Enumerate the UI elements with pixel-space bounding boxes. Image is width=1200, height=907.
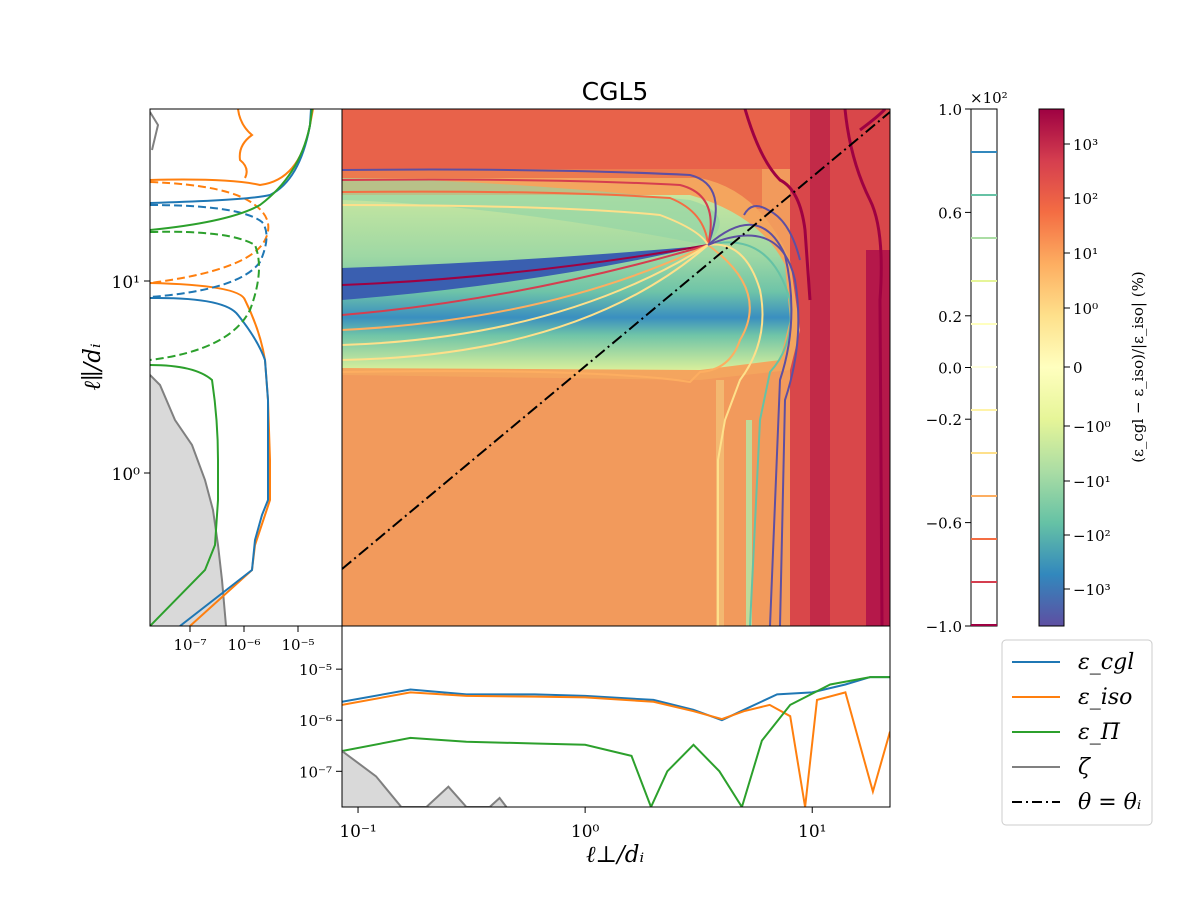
x-tick-label: 10⁻¹ [339, 822, 376, 842]
series-line [342, 750, 508, 807]
series-line [342, 691, 890, 807]
x-tick-label: 10⁻⁷ [173, 636, 206, 654]
x-tick-label: 10⁻⁵ [281, 636, 314, 654]
contour-line [707, 243, 764, 626]
x-axis-label: ℓ⊥/dᵢ [586, 842, 644, 868]
contour-line [342, 204, 709, 246]
contour-line [342, 168, 717, 246]
level-tick-label: 0.2 [938, 308, 962, 326]
theta-line [342, 111, 890, 570]
contour-line [743, 205, 801, 261]
left-pi-dashed [150, 230, 260, 361]
left-cgl-lower [150, 296, 269, 626]
left-zeta-line [150, 374, 227, 626]
y-tick-label: 10⁻⁷ [299, 763, 332, 781]
legend-label: ε_Π̄ [1078, 720, 1121, 745]
colorbar-tick-label: −10² [1073, 527, 1111, 545]
legend-label: ε_iso [1078, 685, 1132, 710]
y-tick-label: 10⁻⁵ [299, 661, 332, 679]
colorbar-tick-label: 10¹ [1073, 245, 1098, 263]
left-iso-top [237, 109, 254, 179]
legend-box [1001, 639, 1153, 826]
heatmap-right-stripe [810, 109, 830, 626]
heatmap-panel [342, 109, 890, 626]
contour-line [342, 244, 709, 331]
colorbar-tick-label: 10³ [1073, 136, 1098, 154]
left-pi-lower [150, 364, 219, 626]
level-scale-label: ×10² [970, 89, 1008, 107]
level-tick-label: 0.6 [938, 204, 962, 222]
ridge-line [743, 109, 812, 301]
level-tick-label: 0.0 [938, 360, 962, 378]
level-tick-label: −0.6 [926, 515, 962, 533]
contour-lines [342, 168, 801, 626]
ridge-line [859, 109, 887, 132]
x-tick-label: 10⁻⁶ [227, 636, 260, 654]
contour-line [707, 241, 792, 626]
colorbar-tick-label: 0 [1073, 359, 1083, 377]
colorbar-tick-label: −10¹ [1073, 473, 1111, 491]
level-tick-label: −0.2 [926, 411, 962, 429]
contour-line [342, 244, 709, 316]
legend: ε_cgl ε_iso ε_Π̄ ζ θ = θᵢ [1001, 639, 1153, 826]
x-tick-label: 10⁰ [571, 822, 600, 842]
left-cgl-dashed [150, 204, 268, 298]
heatmap-green-streak [746, 420, 752, 626]
legend-label: ε_cgl [1078, 650, 1134, 675]
contour-line [342, 244, 751, 384]
colorbar-tick-label: 10⁰ [1073, 300, 1098, 318]
ridge-line [843, 109, 884, 626]
contour-line [707, 234, 800, 626]
left-zeta-top [150, 111, 160, 151]
colorbar-gradient [1038, 108, 1065, 627]
level-tick-label: 1.0 [938, 101, 962, 119]
heatmap-edge-stripe [866, 250, 890, 626]
contour-line [342, 190, 709, 246]
bottom-frame [341, 625, 891, 808]
level-tick-label: −1.0 [926, 618, 962, 636]
colorbar-tick-label: 10² [1073, 190, 1098, 208]
colorbar-tick-label: −10³ [1073, 581, 1111, 599]
left-cgl-upper [150, 109, 312, 204]
colorbar-tick-label: −10⁰ [1073, 418, 1111, 436]
legend-label: θ = θᵢ [1078, 790, 1141, 815]
bottom-panel [342, 676, 890, 807]
heatmap-vertical-streak [716, 380, 724, 626]
legend-label: ζ [1078, 755, 1092, 780]
bottom-axes: 10⁻¹ 10⁰ 10¹ 10⁻⁷ 10⁻⁶ 10⁻⁵ [299, 661, 826, 842]
contour-line [342, 244, 709, 346]
colorbar: 10³ 10² 10¹ 10⁰ 0 −10⁰ −10¹ −10² −10³ (ε_cgl − ε… [1038, 108, 1147, 627]
colorbar-label: (ε_cgl − ε_iso)/|ε_iso| (%) [1129, 271, 1147, 462]
y-tick-label: 10¹ [112, 273, 140, 293]
series-line [342, 676, 890, 807]
left-x-axis: 10⁻⁷ 10⁻⁶ 10⁻⁵ [173, 626, 315, 654]
y-tick-label: 10⁻⁶ [299, 712, 332, 730]
left-panel [150, 109, 314, 626]
contour-line [342, 244, 709, 361]
left-y-axis: 10¹ 10⁰ ℓ∥/dᵢ [80, 273, 150, 485]
zeta-fill [342, 751, 507, 807]
left-iso-dashed [150, 181, 270, 284]
contour-line [342, 178, 712, 246]
ridge-lines [743, 109, 887, 626]
chart-title: CGL5 [582, 77, 649, 106]
x-tick-label: 10¹ [798, 822, 826, 842]
y-tick-label: 10⁰ [112, 465, 141, 485]
left-iso-lower [150, 282, 271, 626]
left-iso-upper [150, 109, 314, 187]
left-pi-upper [150, 109, 313, 231]
contour-level-bar: ×10² 1.0 0.6 0.2 0.0 −0.2 −0.6 −1.0 [926, 89, 1008, 636]
left-frame [149, 108, 343, 627]
contour-line [342, 244, 709, 286]
y-axis-label: ℓ∥/dᵢ [80, 343, 106, 390]
